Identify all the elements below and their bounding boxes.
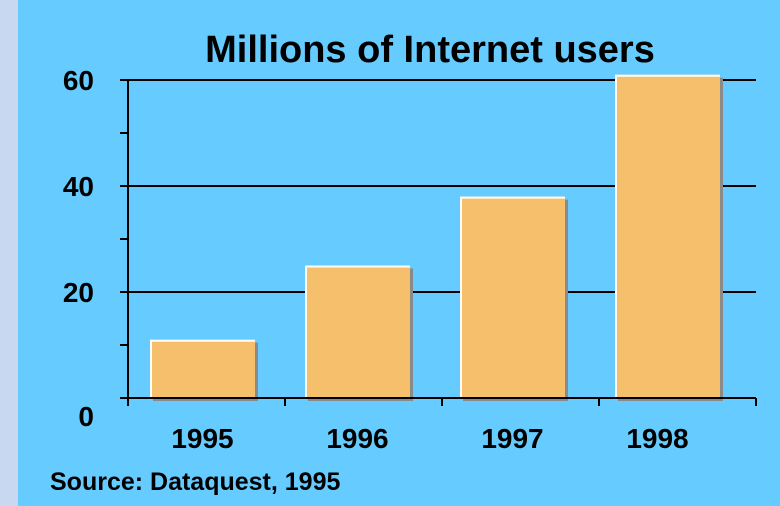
y-tick-label-40: 40 — [63, 171, 94, 202]
chart-title: Millions of Internet users — [205, 29, 655, 71]
bar-1995 — [150, 339, 258, 401]
x-tick-label-1996: 1996 — [326, 423, 388, 454]
tick-labels: 0 20 40 60 1995 1996 1997 1998 — [63, 65, 689, 454]
bar-body-1996 — [305, 265, 410, 398]
x-tick-label-1998: 1998 — [626, 423, 688, 454]
bar-1997 — [460, 196, 568, 401]
bars — [150, 74, 723, 401]
y-tick-label-0: 0 — [78, 401, 94, 432]
bar-1998 — [615, 74, 723, 401]
bar-1996 — [305, 265, 413, 401]
bar-body-1997 — [460, 196, 565, 398]
bar-body-1998 — [615, 74, 720, 398]
bar-chart: Millions of Internet users 0 20 40 60 1995 19… — [50, 29, 757, 496]
axes — [120, 79, 757, 406]
x-tick-label-1995: 1995 — [171, 423, 233, 454]
x-tick-label-1997: 1997 — [481, 423, 543, 454]
chart-panel: Millions of Internet users 0 20 40 60 1995 19… — [18, 0, 780, 506]
source-note: Source: Dataquest, 1995 — [50, 468, 340, 496]
y-tick-label-60: 60 — [63, 65, 94, 96]
y-tick-label-20: 20 — [63, 277, 94, 308]
bar-body-1995 — [150, 339, 255, 398]
